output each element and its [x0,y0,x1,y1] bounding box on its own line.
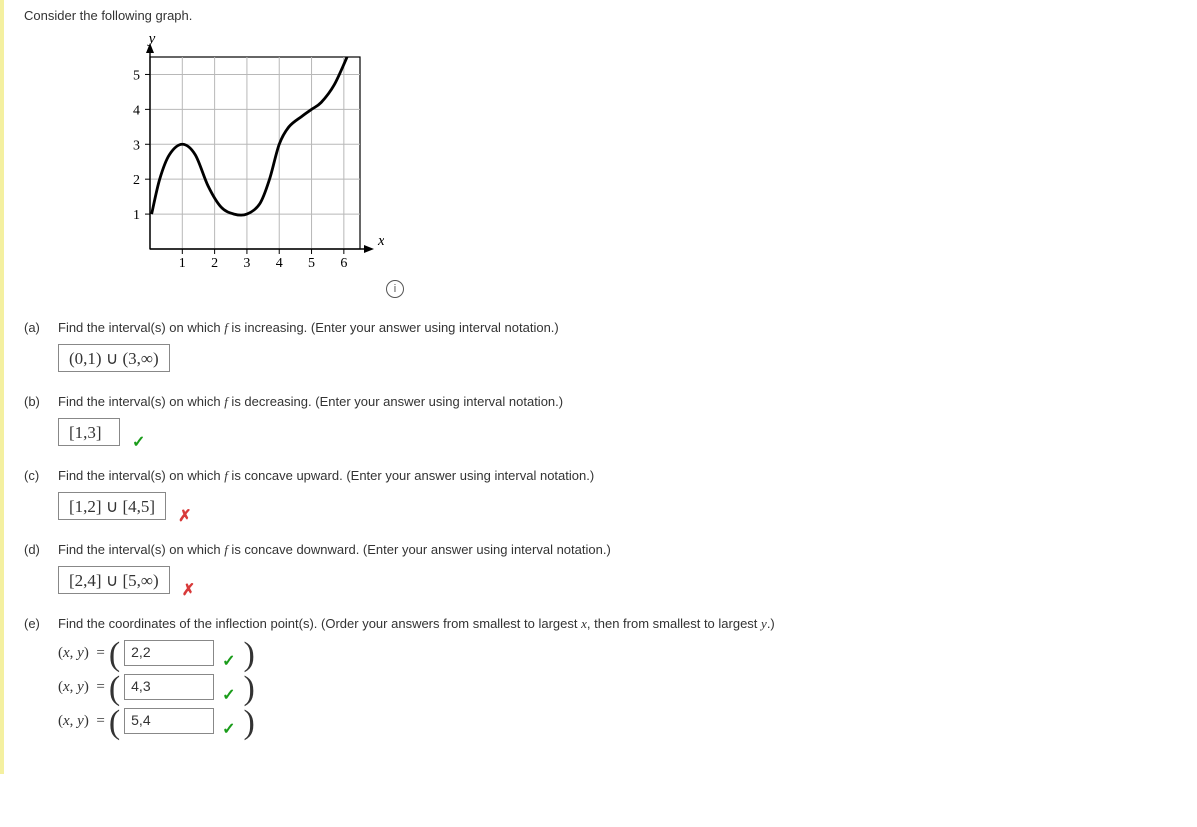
left-paren: ( [109,645,120,665]
check-icon: ✓ [222,651,235,671]
svg-text:3: 3 [243,256,250,271]
svg-text:2: 2 [211,256,218,271]
xy-prefix: (x, y) = [58,645,105,662]
right-paren: ) [244,713,255,733]
inflection-input-1[interactable]: 4,3 [124,674,214,700]
svg-text:5: 5 [308,256,315,271]
question-text-e: Find the coordinates of the inflection p… [58,616,775,632]
info-icon[interactable]: i [386,280,404,298]
question-text-d: Find the interval(s) on which f is conca… [58,542,611,558]
svg-text:1: 1 [133,208,140,223]
question-c: (c) Find the interval(s) on which f is c… [24,468,1177,484]
page-prompt: Consider the following graph. [24,8,1177,23]
answer-a-input[interactable]: (0,1) ∪ (3,∞) [58,344,170,372]
xy-prefix: (x, y) = [58,713,105,730]
inflection-point-row: (x, y) =(4,3✓) [58,674,1177,700]
svg-text:6: 6 [340,256,347,271]
question-b: (b) Find the interval(s) on which f is d… [24,394,1177,410]
inflection-input-0[interactable]: 2,2 [124,640,214,666]
inflection-input-2[interactable]: 5,4 [124,708,214,734]
part-label-c: (c) [24,468,48,483]
svg-text:5: 5 [133,68,140,83]
svg-text:3: 3 [133,138,140,153]
svg-text:1: 1 [179,256,186,271]
graph-container: 1 2 3 4 5 6 1 2 3 4 5 y x i [104,33,404,298]
part-label-a: (a) [24,320,48,335]
check-icon: ✓ [222,685,235,705]
part-label-d: (d) [24,542,48,557]
question-text-c: Find the interval(s) on which f is conca… [58,468,594,484]
inflection-point-row: (x, y) =(2,2✓) [58,640,1177,666]
answer-c-input[interactable]: [1,2] ∪ [4,5] [58,492,166,520]
question-text-a: Find the interval(s) on which f is incre… [58,320,559,336]
svg-text:4: 4 [133,103,140,118]
question-text-b: Find the interval(s) on which f is decre… [58,394,563,410]
xy-prefix: (x, y) = [58,679,105,696]
x-icon: ✗ [182,580,195,600]
graph-svg: 1 2 3 4 5 6 1 2 3 4 5 y x [104,33,384,273]
part-label-b: (b) [24,394,48,409]
question-e: (e) Find the coordinates of the inflecti… [24,616,1177,632]
svg-text:y: y [147,33,156,47]
answer-b-input[interactable]: [1,3] [58,418,120,446]
svg-text:2: 2 [133,173,140,188]
question-a: (a) Find the interval(s) on which f is i… [24,320,1177,336]
part-label-e: (e) [24,616,48,631]
inflection-point-row: (x, y) =(5,4✓) [58,708,1177,734]
left-paren: ( [109,713,120,733]
svg-text:4: 4 [276,256,283,271]
svg-text:x: x [377,233,384,249]
right-paren: ) [244,679,255,699]
x-icon: ✗ [178,506,191,526]
check-icon: ✓ [222,719,235,739]
answer-d-input[interactable]: [2,4] ∪ [5,∞) [58,566,170,594]
question-d: (d) Find the interval(s) on which f is c… [24,542,1177,558]
check-icon: ✓ [132,432,145,452]
left-paren: ( [109,679,120,699]
right-paren: ) [244,645,255,665]
